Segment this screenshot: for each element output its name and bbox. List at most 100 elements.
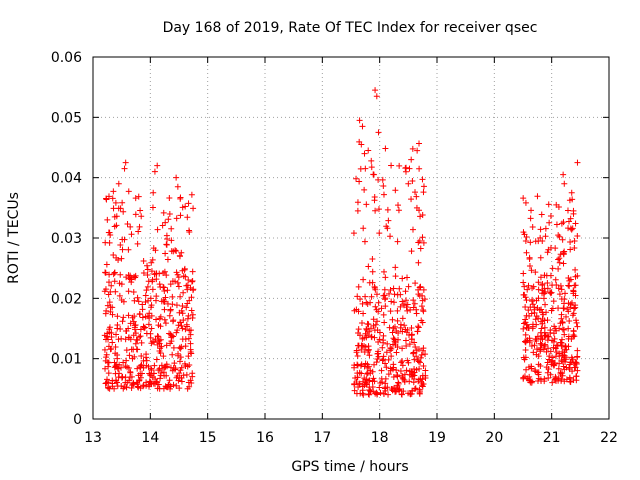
data-point <box>563 364 570 371</box>
data-point <box>556 291 563 298</box>
data-point <box>135 228 142 235</box>
data-point <box>395 207 402 214</box>
data-point <box>369 255 376 262</box>
data-point <box>114 355 121 362</box>
data-point <box>156 281 163 288</box>
data-point <box>407 391 414 398</box>
data-point <box>119 318 126 325</box>
data-point <box>381 286 388 293</box>
data-point <box>356 178 363 185</box>
data-point <box>547 327 554 334</box>
data-point <box>541 375 548 382</box>
data-point <box>574 323 581 330</box>
data-point <box>387 308 394 315</box>
data-point <box>140 383 147 390</box>
data-point <box>404 307 411 314</box>
data-point <box>371 334 378 341</box>
data-point <box>408 248 415 255</box>
data-point <box>185 353 192 360</box>
data-point <box>114 321 121 328</box>
data-point <box>413 353 420 360</box>
data-point <box>365 363 372 370</box>
data-point <box>105 336 112 343</box>
data-point <box>168 225 175 232</box>
data-point <box>560 260 567 267</box>
x-tick-label: 22 <box>600 430 618 446</box>
data-point <box>566 283 573 290</box>
data-point <box>127 336 134 343</box>
data-point <box>382 380 389 387</box>
data-point <box>530 349 537 356</box>
data-point <box>556 353 563 360</box>
data-point <box>528 310 535 317</box>
data-point <box>105 291 112 298</box>
data-point <box>399 315 406 322</box>
data-point <box>138 213 145 220</box>
data-point <box>115 256 122 263</box>
data-point-peak <box>560 171 567 178</box>
data-point <box>388 298 395 305</box>
data-point <box>393 388 400 395</box>
data-point <box>168 334 175 341</box>
data-point <box>413 366 420 373</box>
data-point <box>538 325 545 332</box>
data-point <box>403 342 410 349</box>
data-point <box>363 201 370 208</box>
data-point <box>361 150 368 157</box>
data-point <box>521 338 528 345</box>
data-point <box>154 385 161 392</box>
data-point <box>184 286 191 293</box>
data-point <box>383 349 390 356</box>
data-point <box>178 249 185 256</box>
data-point <box>574 272 581 279</box>
data-point <box>376 336 383 343</box>
data-point <box>420 363 427 370</box>
data-point <box>111 278 118 285</box>
data-point <box>148 367 155 374</box>
data-point <box>535 279 542 286</box>
data-point <box>162 219 169 226</box>
data-point <box>390 364 397 371</box>
data-point <box>130 380 137 387</box>
data-point <box>539 237 546 244</box>
data-point <box>368 333 375 340</box>
data-point <box>415 324 422 331</box>
data-point <box>109 339 116 346</box>
data-point <box>415 323 422 330</box>
data-point <box>368 157 375 164</box>
data-point <box>166 312 173 319</box>
data-point <box>557 320 564 327</box>
data-point <box>562 313 569 320</box>
data-point <box>397 291 404 298</box>
data-point <box>153 316 160 323</box>
data-point <box>567 215 574 222</box>
data-point <box>102 357 109 364</box>
data-point <box>106 271 113 278</box>
data-point-peak <box>111 213 118 220</box>
data-point <box>402 337 409 344</box>
data-point <box>131 353 138 360</box>
data-point <box>354 352 361 359</box>
data-point <box>170 381 177 388</box>
data-point <box>389 341 396 348</box>
data-point <box>177 212 184 219</box>
data-point <box>555 265 562 272</box>
data-point <box>174 271 181 278</box>
data-point <box>542 341 549 348</box>
data-point <box>532 316 539 323</box>
data-point <box>351 362 358 369</box>
data-point-peak <box>122 159 129 166</box>
data-point <box>142 298 149 305</box>
data-point <box>360 310 367 317</box>
data-point-peak <box>571 238 578 245</box>
data-point <box>545 365 552 372</box>
data-point <box>520 195 527 202</box>
data-point <box>526 255 533 262</box>
data-point <box>375 299 382 306</box>
data-point <box>185 379 192 386</box>
data-point <box>359 300 366 307</box>
data-point <box>163 232 170 239</box>
data-point <box>120 208 127 215</box>
data-point <box>190 205 197 212</box>
data-point-peak <box>356 117 363 124</box>
